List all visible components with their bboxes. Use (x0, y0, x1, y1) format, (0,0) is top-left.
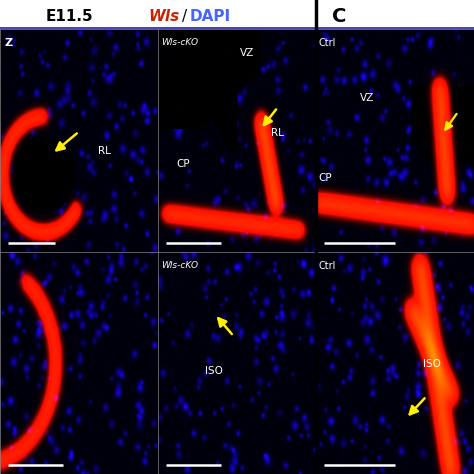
Text: C: C (332, 7, 346, 26)
Text: Wls: Wls (148, 9, 180, 24)
Text: ISO: ISO (423, 359, 441, 369)
Text: CP: CP (177, 159, 191, 169)
Text: E11.5: E11.5 (46, 9, 93, 24)
Text: Z: Z (5, 38, 13, 48)
Text: ISO: ISO (205, 366, 223, 376)
Text: DAPI: DAPI (190, 9, 230, 24)
Text: VZ: VZ (360, 92, 374, 102)
Text: Ctrl: Ctrl (319, 38, 336, 48)
Text: Ctrl: Ctrl (319, 261, 336, 271)
Text: RL: RL (272, 128, 284, 138)
Text: CP: CP (319, 173, 332, 182)
Text: VZ: VZ (240, 48, 254, 58)
Text: Wls-cKO: Wls-cKO (161, 38, 198, 47)
Text: Wls-cKO: Wls-cKO (161, 261, 198, 270)
Text: /: / (182, 9, 187, 24)
Text: RL: RL (98, 146, 111, 156)
